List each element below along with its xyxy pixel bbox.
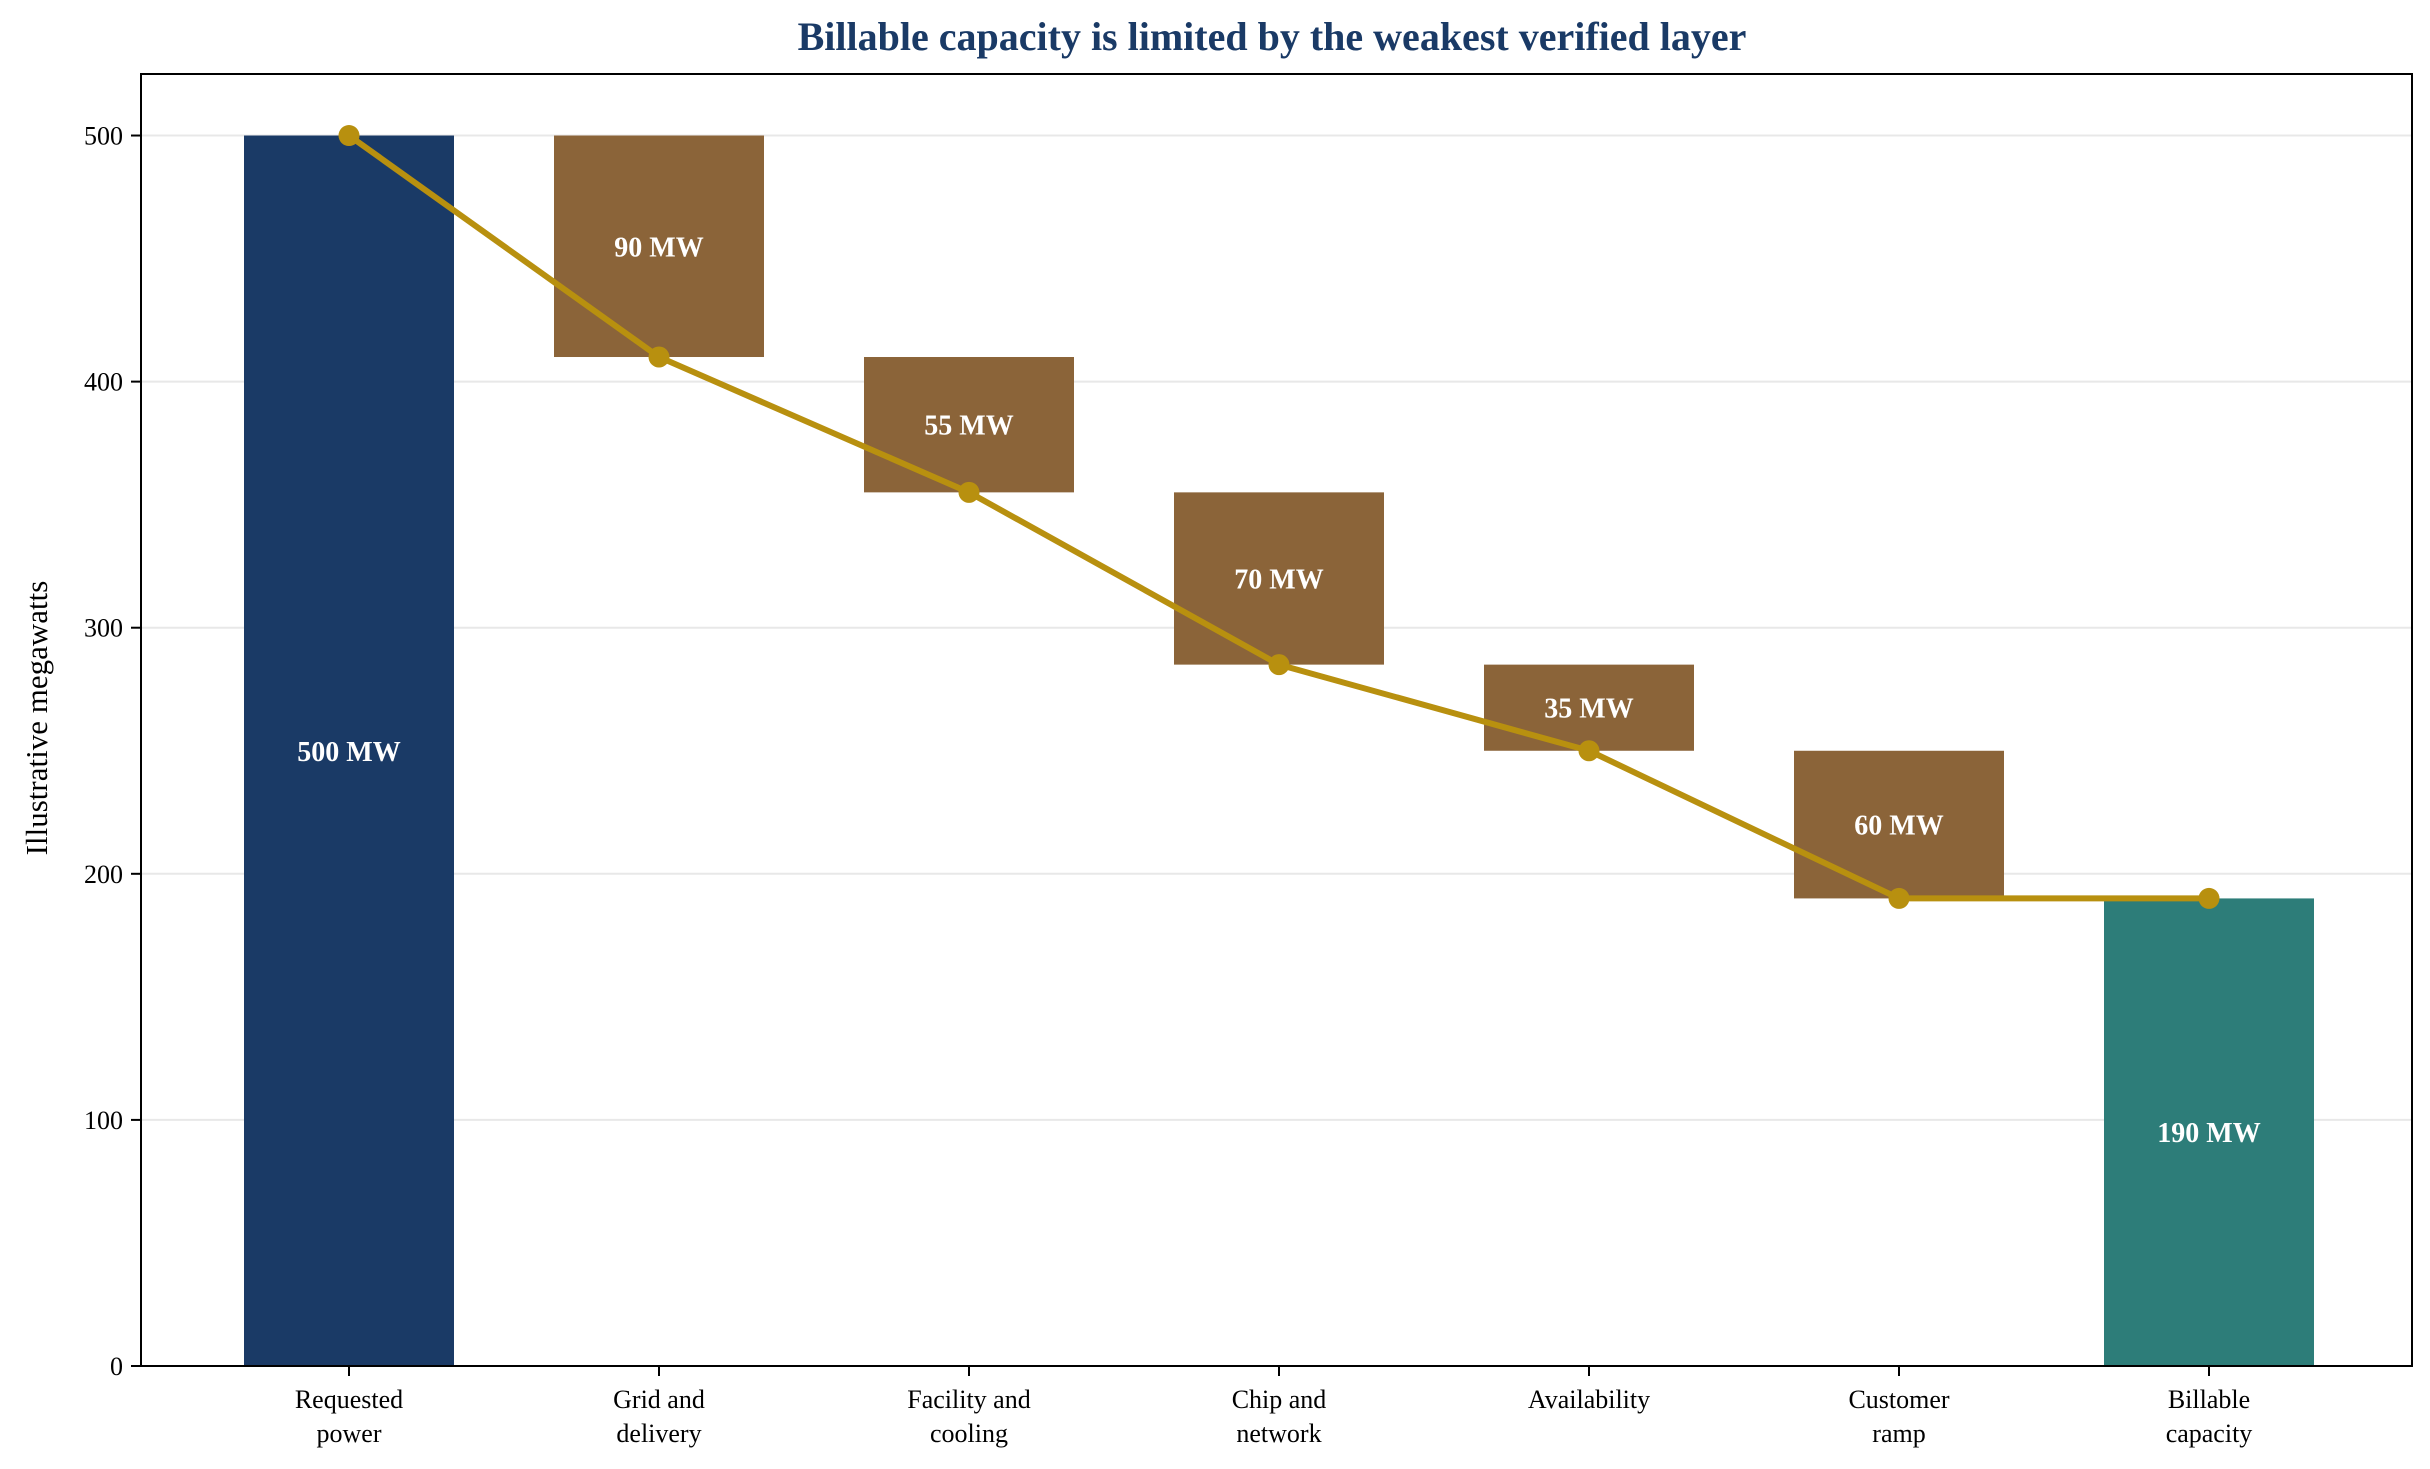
- x-tick-label-1: Requested power: [295, 1385, 403, 1448]
- bars: [244, 135, 2314, 1366]
- y-tick-label-400: 400: [84, 368, 123, 397]
- bar-4: [1174, 492, 1384, 665]
- x-tick-label-6: Customer ramp: [1848, 1385, 1949, 1448]
- cumulative-line: [338, 125, 2220, 909]
- line-marker-3: [958, 481, 980, 503]
- bar-6: [1794, 750, 2004, 899]
- y-tick-label-300: 300: [84, 614, 123, 643]
- axes: [140, 73, 2413, 1367]
- bar-2: [554, 135, 764, 358]
- x-tick-label-4: Chip and network: [1232, 1385, 1327, 1448]
- bar-value-label-7: 190 MW: [2157, 1118, 2260, 1149]
- bar-3: [864, 357, 1074, 493]
- chart-title: Billable capacity is limited by the weak…: [798, 14, 1747, 59]
- plot-frame: [140, 73, 2413, 1367]
- bar-1: [244, 135, 454, 1366]
- y-tick-label-100: 100: [84, 1106, 123, 1135]
- line-marker-2: [648, 346, 670, 368]
- x-tick-label-7: Billable capacity: [2166, 1385, 2253, 1448]
- bar-value-label-3: 55 MW: [924, 411, 1013, 442]
- x-tick-label-5: Availability: [1528, 1385, 1650, 1414]
- line-marker-6: [1888, 887, 1910, 909]
- y-tick-label-0: 0: [110, 1352, 123, 1381]
- bar-value-label-6: 60 MW: [1854, 811, 1943, 842]
- line-marker-4: [1268, 654, 1290, 676]
- x-tick-label-3: Facility and cooling: [907, 1385, 1030, 1448]
- line-marker-1: [338, 125, 360, 147]
- tick-labels: 0 100 200 300 400 500 Requested power Grid and de…: [84, 122, 2252, 1448]
- line-marker-7: [2198, 887, 2220, 909]
- bar-labels: 500 MW 90 MW 55 MW 70 MW 35 MW 60 MW 190 MW: [297, 232, 2260, 1149]
- y-tick-label-200: 200: [84, 860, 123, 889]
- bar-value-label-4: 70 MW: [1234, 564, 1323, 595]
- bar-5: [1484, 664, 1694, 751]
- line-marker-5: [1578, 740, 1600, 762]
- bar-value-label-2: 90 MW: [614, 232, 703, 263]
- bar-7: [2104, 898, 2314, 1366]
- bar-value-label-1: 500 MW: [297, 737, 400, 768]
- y-tick-label-500: 500: [84, 122, 123, 151]
- y-axis-label: Illustrative megawatts: [19, 581, 54, 856]
- x-tick-label-2: Grid and delivery: [613, 1385, 705, 1448]
- bar-value-label-5: 35 MW: [1544, 694, 1633, 725]
